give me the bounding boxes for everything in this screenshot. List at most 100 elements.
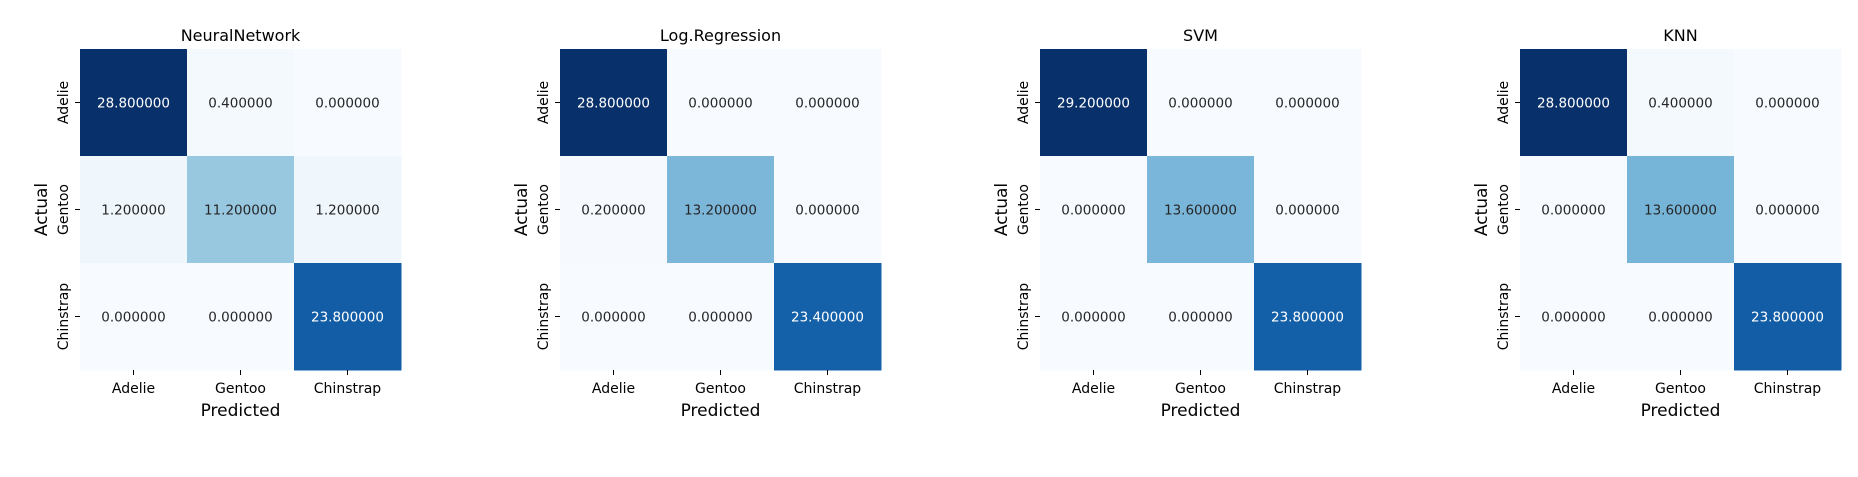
cell-value-label: 0.000000 (581, 310, 645, 326)
heatmap-cell (560, 263, 668, 371)
x-tick-label: Chinstrap (314, 381, 382, 397)
cell-value-label: 0.000000 (101, 310, 165, 326)
heatmap-cell (1254, 49, 1362, 157)
heatmap-cell (1147, 263, 1255, 371)
heatmap-cell (1147, 156, 1255, 264)
heatmap-cell (667, 263, 775, 371)
panel-title: SVM (1183, 26, 1218, 45)
heatmap-cell (774, 49, 882, 157)
x-tick-label: Adelie (1552, 381, 1595, 397)
heatmap-cell (187, 263, 295, 371)
cell-value-label: 0.000000 (795, 96, 859, 112)
cell-value-label: 0.000000 (1755, 203, 1819, 219)
x-axis-label: Predicted (681, 401, 761, 421)
cell-value-label: 0.000000 (1275, 203, 1339, 219)
cell-value-label: 0.000000 (1755, 96, 1819, 112)
cell-value-label: 13.200000 (684, 203, 757, 219)
cell-value-label: 1.200000 (315, 203, 379, 219)
x-tick-label: Chinstrap (794, 381, 862, 397)
y-tick-label: Adelie (1496, 81, 1512, 124)
heatmap-cell (1254, 156, 1362, 264)
heatmap-cell (294, 156, 402, 264)
cell-value-label: 11.200000 (204, 203, 277, 219)
cell-value-label: 0.000000 (688, 96, 752, 112)
heatmap-cell (1520, 156, 1628, 264)
cell-value-label: 28.800000 (577, 96, 650, 112)
cell-value-label: 0.000000 (315, 96, 379, 112)
heatmap-cell (1627, 263, 1735, 371)
cell-value-label: 0.000000 (1061, 310, 1125, 326)
heatmap-cell (1627, 49, 1735, 157)
heatmap-cell (80, 49, 188, 157)
heatmap-cell (1254, 263, 1362, 371)
cell-value-label: 13.600000 (1644, 203, 1717, 219)
heatmap-cell (187, 49, 295, 157)
panel-title: Log.Regression (660, 26, 781, 45)
cell-value-label: 0.000000 (1541, 310, 1605, 326)
cell-value-label: 0.000000 (688, 310, 752, 326)
panel-title: KNN (1663, 26, 1697, 45)
y-tick-label: Adelie (56, 81, 72, 124)
cell-value-label: 0.000000 (1648, 310, 1712, 326)
cell-value-label: 0.400000 (1648, 96, 1712, 112)
heatmap-cell (1040, 156, 1148, 264)
heatmap-cell (1734, 263, 1842, 371)
y-tick-label: Chinstrap (1496, 283, 1512, 351)
heatmap-cell (667, 156, 775, 264)
cell-value-label: 23.400000 (791, 310, 864, 326)
y-tick-label: Gentoo (56, 184, 72, 235)
cell-value-label: 0.000000 (1061, 203, 1125, 219)
heatmap-cell (1520, 49, 1628, 157)
heatmap-cell (1627, 156, 1735, 264)
heatmap-cell (1040, 49, 1148, 157)
heatmap-cell (560, 156, 668, 264)
x-axis-label: Predicted (201, 401, 281, 421)
heatmap-cell (560, 49, 668, 157)
cell-value-label: 28.800000 (1537, 96, 1610, 112)
heatmap-cell (1040, 263, 1148, 371)
y-tick-label: Gentoo (1496, 184, 1512, 235)
heatmap-cell (294, 49, 402, 157)
x-tick-label: Chinstrap (1754, 381, 1822, 397)
cell-value-label: 0.000000 (1168, 310, 1232, 326)
heatmap-cell (774, 263, 882, 371)
x-tick-label: Gentoo (215, 381, 266, 397)
heatmap-cell (1147, 49, 1255, 157)
heatmap-cell (667, 49, 775, 157)
y-tick-label: Gentoo (1016, 184, 1032, 235)
x-axis-label: Predicted (1641, 401, 1721, 421)
heatmap-cell (80, 263, 188, 371)
y-axis-label: Actual (32, 183, 52, 236)
heatmap-cell (1520, 263, 1628, 371)
cell-value-label: 28.800000 (97, 96, 170, 112)
cell-value-label: 1.200000 (101, 203, 165, 219)
y-axis-label: Actual (992, 183, 1012, 236)
cell-value-label: 13.600000 (1164, 203, 1237, 219)
cell-value-label: 0.400000 (208, 96, 272, 112)
cell-value-label: 0.000000 (1541, 203, 1605, 219)
y-tick-label: Chinstrap (56, 283, 72, 351)
x-tick-label: Chinstrap (1274, 381, 1342, 397)
x-tick-label: Gentoo (1175, 381, 1226, 397)
cell-value-label: 0.000000 (795, 203, 859, 219)
heatmap-cell (187, 156, 295, 264)
cell-value-label: 0.200000 (581, 203, 645, 219)
y-tick-label: Gentoo (536, 184, 552, 235)
heatmap-cell (1734, 49, 1842, 157)
x-tick-label: Gentoo (695, 381, 746, 397)
heatmap-cell (80, 156, 188, 264)
x-tick-label: Adelie (112, 381, 155, 397)
y-axis-label: Actual (1472, 183, 1492, 236)
panel-title: NeuralNetwork (181, 26, 301, 45)
y-tick-label: Chinstrap (1016, 283, 1032, 351)
heatmap-cell (774, 156, 882, 264)
x-axis-label: Predicted (1161, 401, 1241, 421)
x-tick-label: Adelie (592, 381, 635, 397)
heatmap-cell (294, 263, 402, 371)
cell-value-label: 0.000000 (1168, 96, 1232, 112)
heatmap-cell (1734, 156, 1842, 264)
x-tick-label: Gentoo (1655, 381, 1706, 397)
cell-value-label: 23.800000 (311, 310, 384, 326)
x-tick-label: Adelie (1072, 381, 1115, 397)
